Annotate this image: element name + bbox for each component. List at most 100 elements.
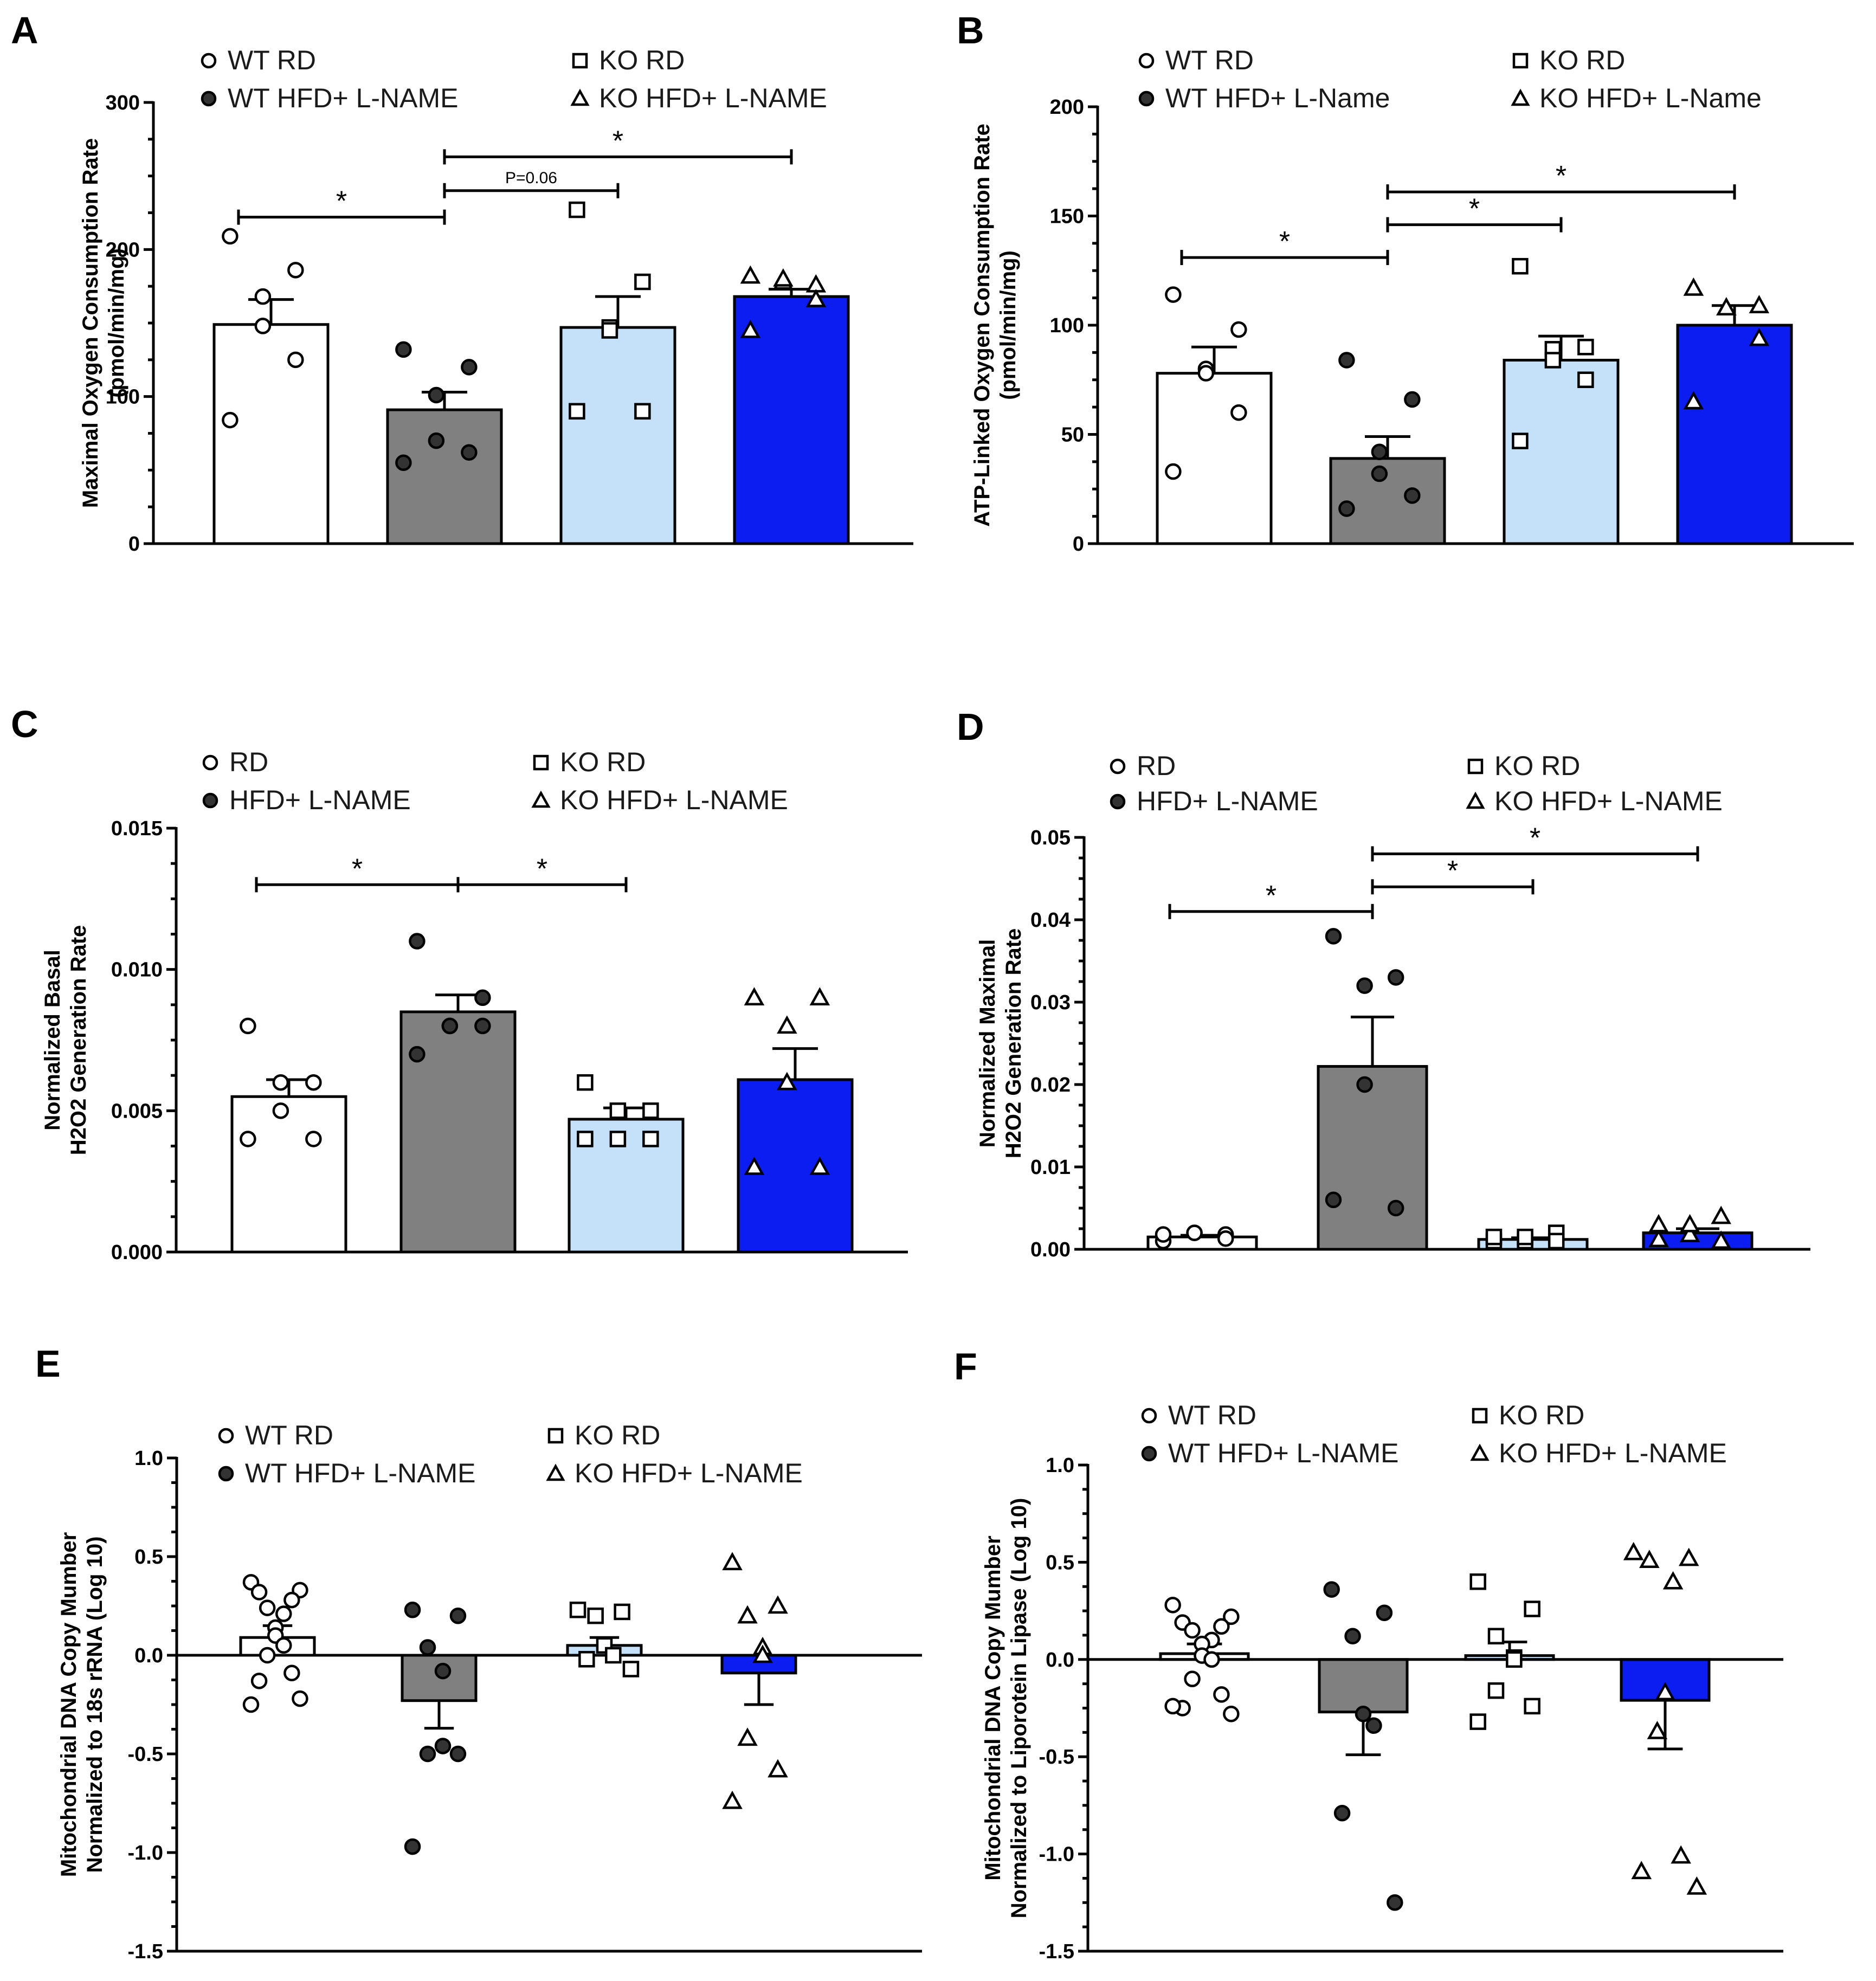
data-point	[1338, 352, 1355, 369]
y-tick-label: 0.5	[134, 1546, 163, 1569]
legend-marker	[1138, 91, 1155, 107]
data-point	[1679, 1214, 1700, 1233]
legend-label: KO RD	[1539, 45, 1625, 75]
data-point	[1217, 1230, 1234, 1247]
bar	[1318, 1658, 1409, 1714]
data-point	[622, 1661, 640, 1677]
data-point	[1506, 1651, 1523, 1668]
data-point	[1679, 1224, 1700, 1242]
data-point	[1371, 443, 1388, 460]
data-point	[404, 1838, 421, 1855]
data-point	[569, 403, 585, 420]
data-point	[1469, 1573, 1486, 1590]
data-point	[1512, 433, 1529, 449]
data-point	[222, 228, 238, 245]
legend-label: WT HFD+ L-NAME	[245, 1458, 476, 1488]
panel-c: C Normalized Basal H2O2 Generation Rate 0.0…	[11, 703, 908, 1264]
legend-label: KO HFD+ L-NAME	[599, 83, 827, 113]
panel-letter-e: E	[35, 1343, 61, 1385]
data-point	[642, 1102, 659, 1119]
data-point	[777, 1015, 797, 1034]
legend-marker	[202, 792, 218, 809]
data-point	[1387, 969, 1404, 986]
data-point	[272, 1074, 289, 1091]
data-point	[1344, 1628, 1361, 1644]
legend-label: WT RD	[1165, 45, 1254, 75]
data-point	[292, 1690, 308, 1707]
data-point	[1683, 391, 1704, 410]
data-point	[809, 987, 830, 1006]
legend-marker	[531, 790, 551, 808]
y-axis-label-line-2: (pmol/min/mg)	[105, 248, 128, 398]
panel-letter-a: A	[11, 9, 38, 51]
bar	[386, 408, 503, 545]
significance-label: *	[537, 853, 547, 885]
data-point	[1230, 321, 1247, 338]
data-point	[1524, 1698, 1540, 1715]
y-axis-label-line-1: Normalized Maximal	[976, 939, 1000, 1148]
data-point	[569, 201, 585, 218]
data-point	[287, 262, 304, 279]
legend-label: WT HFD+ L-NAME	[1168, 1438, 1399, 1468]
data-point	[409, 1046, 426, 1063]
data-point	[642, 1131, 659, 1147]
data-point	[240, 1131, 256, 1147]
legend-label: KO RD	[599, 45, 685, 75]
y-tick-label: 150	[1050, 205, 1084, 228]
data-point	[609, 1102, 627, 1119]
data-point	[805, 289, 827, 307]
significance-label: *	[1447, 855, 1458, 887]
data-point	[1325, 1191, 1342, 1209]
data-point	[1404, 487, 1421, 504]
data-point	[1323, 1581, 1340, 1598]
data-point	[744, 1157, 765, 1175]
y-tick-label: 0.0	[1046, 1649, 1074, 1672]
data-point	[395, 341, 412, 358]
data-point	[441, 1017, 459, 1035]
panel-letter-b: B	[957, 9, 984, 51]
legend-label: HFD+ L-NAME	[1137, 786, 1318, 816]
significance-label: *	[1469, 193, 1480, 225]
data-point	[1655, 1682, 1675, 1701]
legend-marker	[1141, 1446, 1157, 1462]
data-point	[1711, 1230, 1731, 1249]
data-point	[1165, 286, 1182, 303]
data-point	[1517, 1228, 1533, 1246]
panel-letter-d: D	[957, 706, 984, 748]
data-point	[434, 1662, 452, 1680]
data-point	[449, 1745, 467, 1763]
data-point	[809, 1157, 830, 1175]
significance-label: *	[352, 853, 363, 885]
data-point	[1186, 1224, 1203, 1241]
data-point	[1487, 1682, 1505, 1699]
data-point	[777, 1072, 797, 1090]
y-tick-label: -1.0	[128, 1842, 163, 1864]
data-point	[222, 411, 238, 429]
data-point	[1683, 277, 1704, 296]
data-point	[1338, 500, 1355, 517]
y-tick-label: -0.5	[128, 1743, 163, 1766]
legend-label: KO HFD+ L-NAME	[1499, 1438, 1727, 1468]
data-point	[1577, 371, 1594, 388]
data-point	[609, 1131, 627, 1147]
legend-label: KO HFD+ L-NAME	[575, 1458, 803, 1488]
data-point	[1165, 463, 1182, 480]
data-point	[283, 1591, 300, 1609]
legend-marker	[1110, 758, 1126, 775]
data-point	[1203, 1651, 1220, 1668]
data-point	[578, 1651, 595, 1668]
data-point	[1711, 1205, 1731, 1224]
data-point	[740, 319, 761, 338]
data-point	[259, 1599, 276, 1616]
legend-marker	[218, 1466, 234, 1482]
data-point	[1544, 352, 1562, 369]
data-point	[1223, 1608, 1240, 1625]
data-point	[1356, 1076, 1373, 1093]
data-point	[773, 268, 794, 287]
data-point	[404, 1602, 421, 1618]
y-tick-label: 100	[1050, 314, 1084, 337]
data-point	[419, 1639, 436, 1656]
data-point	[1469, 1713, 1486, 1730]
data-point	[614, 1603, 630, 1621]
